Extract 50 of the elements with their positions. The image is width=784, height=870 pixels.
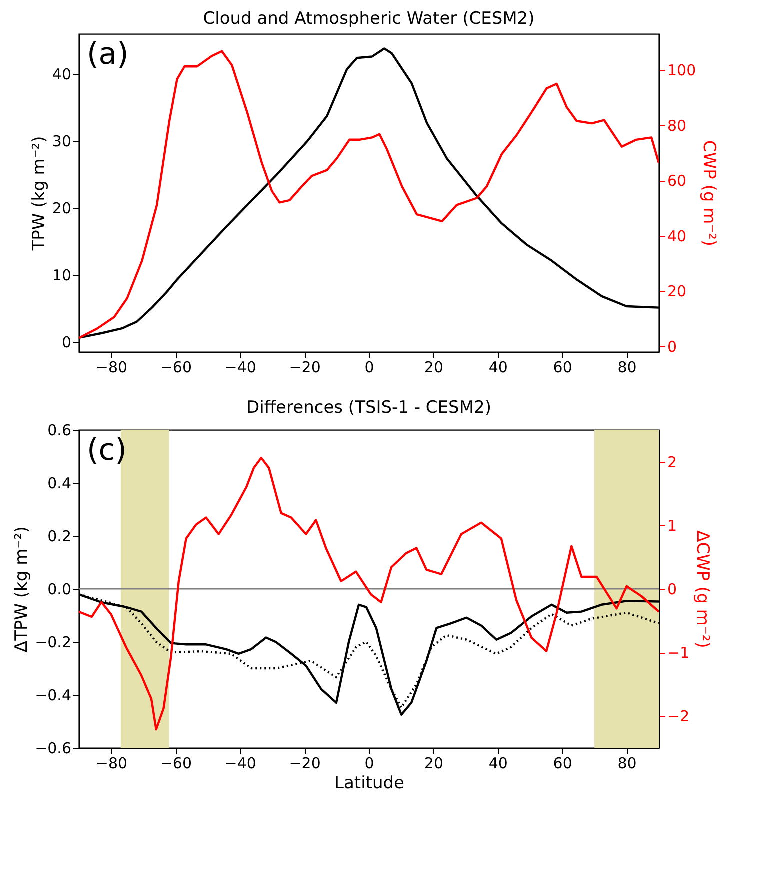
- y2-tick-label: 0: [668, 580, 678, 598]
- x-tick-label: −40: [224, 754, 256, 772]
- y2-axis-title: CWP (g m⁻²): [699, 140, 720, 247]
- chart-title: Cloud and Atmospheric Water (CESM2): [203, 9, 535, 29]
- y-axis-title: ΔTPW (kg m⁻²): [12, 526, 32, 653]
- x-tick-label: −80: [96, 754, 128, 772]
- y-tick-label: −0.2: [35, 634, 72, 652]
- x-tick-label: −80: [96, 358, 128, 376]
- y-axis-title: TPW (kg m⁻²): [29, 136, 50, 252]
- y2-tick-label: 60: [668, 172, 687, 190]
- annotation: (a): [87, 37, 129, 72]
- x-tick-label: −20: [289, 358, 321, 376]
- y-tick-label: 0.6: [48, 422, 72, 440]
- y2-tick-label: 20: [668, 282, 687, 301]
- y2-axis-title: ΔCWP (g m⁻²): [692, 530, 713, 648]
- x-axis-title: Latitude: [334, 774, 404, 794]
- x-tick-label: 40: [488, 754, 508, 772]
- chart-title: Differences (TSIS-1 - CESM2): [246, 398, 492, 418]
- x-tick-label: 0: [364, 358, 374, 376]
- x-tick-label: 60: [553, 754, 572, 772]
- y-tick-label: 30: [52, 132, 72, 151]
- y2-tick-label: 1: [668, 516, 678, 535]
- y-tick-label: 0.2: [48, 528, 72, 546]
- y-tick-label: −0.4: [35, 686, 72, 704]
- y2-tick-label: −1: [668, 644, 690, 662]
- x-tick-label: 60: [553, 358, 572, 376]
- x-tick-label: 0: [364, 754, 374, 772]
- y-tick-label: −0.6: [35, 740, 72, 758]
- y-tick-label: 0.0: [48, 580, 72, 598]
- y2-tick-label: 100: [668, 61, 696, 80]
- y-tick-label: 40: [52, 66, 72, 84]
- x-tick-label: 20: [424, 754, 444, 772]
- y-tick-label: 0: [62, 333, 72, 352]
- x-tick-label: −40: [224, 358, 256, 376]
- y2-tick-label: 40: [668, 227, 687, 246]
- x-tick-label: 20: [424, 358, 444, 376]
- x-tick-label: 40: [488, 358, 508, 376]
- y2-tick-label: 0: [668, 338, 678, 356]
- y-tick-label: 10: [52, 266, 72, 285]
- x-tick-label: 80: [618, 754, 637, 772]
- y2-tick-label: −2: [668, 708, 690, 726]
- annotation: (c): [87, 433, 127, 468]
- x-tick-label: −60: [160, 358, 192, 376]
- x-tick-label: 80: [618, 358, 637, 376]
- y2-tick-label: 2: [668, 453, 678, 472]
- y2-tick-label: 80: [668, 116, 687, 135]
- x-tick-label: −60: [160, 754, 192, 772]
- y-tick-label: 0.4: [48, 474, 72, 492]
- y-tick-label: 20: [52, 200, 72, 218]
- x-tick-label: −20: [289, 754, 321, 772]
